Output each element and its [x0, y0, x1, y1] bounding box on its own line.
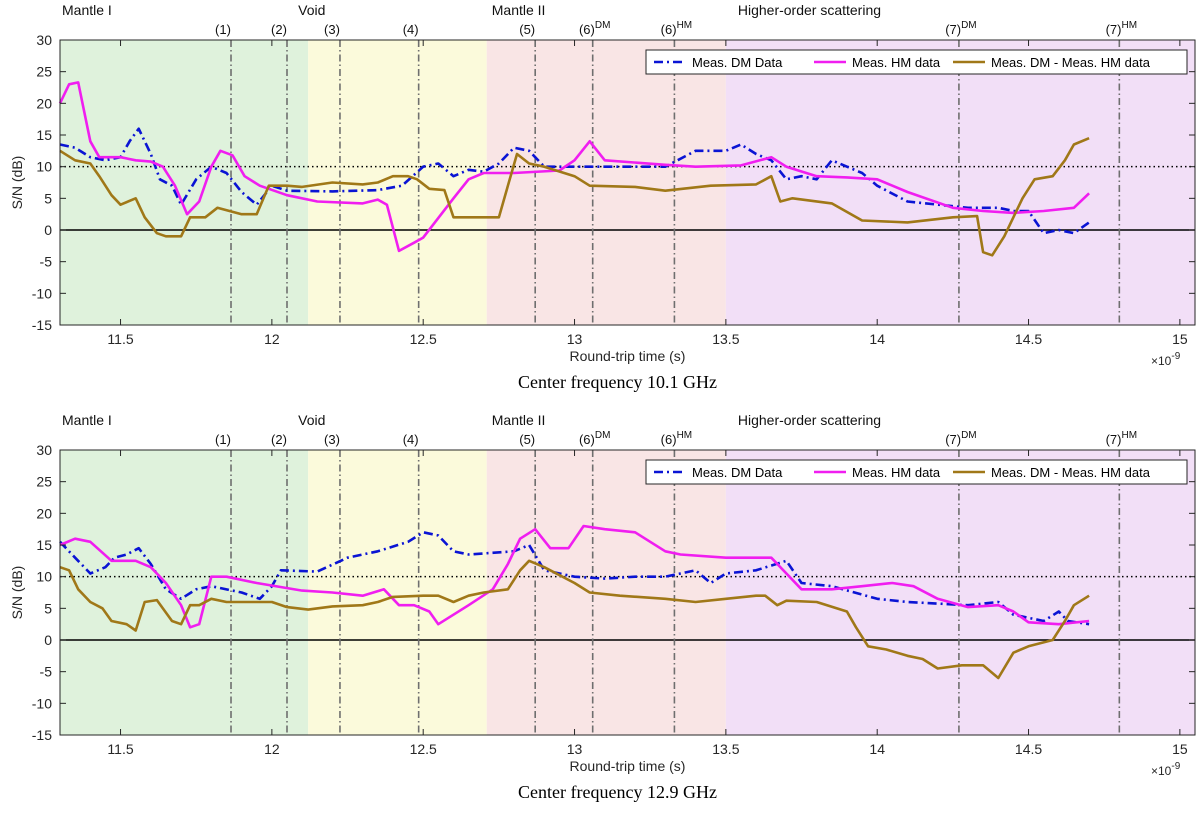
marker-label: (4)	[403, 22, 419, 37]
chart-caption: Center frequency 10.1 GHz	[518, 372, 717, 392]
x-tick-label: 15	[1172, 741, 1188, 757]
marker-label: (2)	[271, 22, 287, 37]
y-tick-label: -10	[32, 695, 52, 711]
region-band	[60, 450, 309, 735]
region-label: Void	[298, 412, 325, 428]
marker-label: (2)	[271, 432, 287, 447]
y-tick-label: -15	[32, 727, 52, 743]
x-tick-label: 15	[1172, 331, 1188, 347]
axes-box	[59, 449, 1196, 736]
region-label: Mantle I	[62, 2, 112, 18]
marker-label: (3)	[324, 22, 340, 37]
x-tick-label: 14.5	[1015, 331, 1042, 347]
marker-label: (7)HM	[1106, 430, 1137, 447]
y-tick-label: 15	[36, 127, 52, 143]
region-label: Mantle II	[492, 2, 546, 18]
y-tick-label: 10	[36, 159, 52, 175]
x-tick-label: 11.5	[107, 331, 133, 347]
x-tick-label: 13.5	[712, 741, 739, 757]
series-line-hm	[59, 524, 1090, 629]
x-tick-label: 14	[869, 741, 885, 757]
region-label: Higher-order scattering	[738, 2, 881, 18]
x-tick-label: 14	[869, 331, 885, 347]
y-tick-label: 20	[36, 505, 52, 521]
axes-box	[59, 39, 1196, 326]
legend-box	[645, 459, 1188, 485]
top-chart-panel: Mantle I Void Mantle II Higher-order scatte…	[9, 2, 1196, 392]
marker-label: (7)DM	[945, 20, 976, 37]
y-tick-label: 0	[44, 222, 52, 238]
y-axis-label: S/N (dB)	[9, 156, 25, 210]
legend: Meas. DM Data Meas. HM data Meas. DM - Mea…	[645, 459, 1188, 485]
y-tick-label: 5	[44, 190, 52, 206]
series-line-dm	[59, 127, 1090, 235]
x-axis-exponent: ×10-9	[1151, 761, 1181, 778]
x-tick-label: 13	[567, 331, 583, 347]
series-line-diff	[59, 559, 1090, 680]
region-band	[486, 40, 726, 325]
y-tick-label: -15	[32, 317, 52, 333]
marker-label: (4)	[403, 432, 419, 447]
marker-label: (6)DM	[579, 430, 610, 447]
x-axis-exponent: ×10-9	[1151, 351, 1181, 368]
legend-box	[645, 49, 1188, 75]
y-axis-label: S/N (dB)	[9, 566, 25, 620]
marker-label: (5)	[519, 432, 535, 447]
legend: Meas. DM Data Meas. HM data Meas. DM - Mea…	[645, 49, 1188, 75]
y-tick-label: -5	[40, 254, 53, 270]
legend-entry: Meas. DM Data	[692, 55, 783, 70]
marker-label: (6)HM	[661, 20, 692, 37]
y-tick-label: 25	[36, 64, 52, 80]
region-band	[486, 450, 726, 735]
legend-entry: Meas. DM - Meas. HM data	[991, 465, 1151, 480]
region-band	[60, 40, 309, 325]
y-tick-label: 0	[44, 632, 52, 648]
y-tick-label: -5	[40, 664, 53, 680]
x-axis-label: Round-trip time (s)	[570, 348, 686, 364]
bottom-chart-panel: Mantle I Void Mantle II Higher-order scatte…	[9, 412, 1196, 802]
region-label: Void	[298, 2, 325, 18]
y-tick-label: 25	[36, 474, 52, 490]
marker-label: (1)	[215, 432, 231, 447]
region-band	[725, 40, 1195, 325]
legend-entry: Meas. DM - Meas. HM data	[991, 55, 1151, 70]
series-line-diff	[59, 136, 1090, 257]
legend-entry: Meas. DM Data	[692, 465, 783, 480]
marker-label: (6)HM	[661, 430, 692, 447]
x-tick-label: 11.5	[107, 741, 133, 757]
chart-caption: Center frequency 12.9 GHz	[518, 782, 717, 802]
marker-label: (3)	[324, 432, 340, 447]
marker-label: (7)HM	[1106, 20, 1137, 37]
region-label: Mantle II	[492, 412, 546, 428]
marker-label: (1)	[215, 22, 231, 37]
legend-entry: Meas. HM data	[852, 465, 941, 480]
x-axis-label: Round-trip time (s)	[570, 758, 686, 774]
y-tick-label: 20	[36, 95, 52, 111]
legend-entry: Meas. HM data	[852, 55, 941, 70]
y-tick-label: 10	[36, 569, 52, 585]
x-tick-label: 13	[567, 741, 583, 757]
x-tick-label: 12	[264, 331, 280, 347]
x-tick-label: 12	[264, 741, 280, 757]
y-tick-label: -10	[32, 285, 52, 301]
y-tick-label: 15	[36, 537, 52, 553]
marker-label: (5)	[519, 22, 535, 37]
y-tick-label: 5	[44, 600, 52, 616]
y-tick-label: 30	[36, 32, 52, 48]
y-tick-label: 30	[36, 442, 52, 458]
region-label: Higher-order scattering	[738, 412, 881, 428]
x-tick-label: 12.5	[410, 741, 437, 757]
region-band	[725, 450, 1195, 735]
x-tick-label: 13.5	[712, 331, 739, 347]
marker-label: (7)DM	[945, 430, 976, 447]
series-line-dm	[59, 531, 1090, 626]
x-tick-label: 12.5	[410, 331, 437, 347]
x-tick-label: 14.5	[1015, 741, 1042, 757]
marker-label: (6)DM	[579, 20, 610, 37]
region-label: Mantle I	[62, 412, 112, 428]
series-line-hm	[58, 81, 1090, 253]
